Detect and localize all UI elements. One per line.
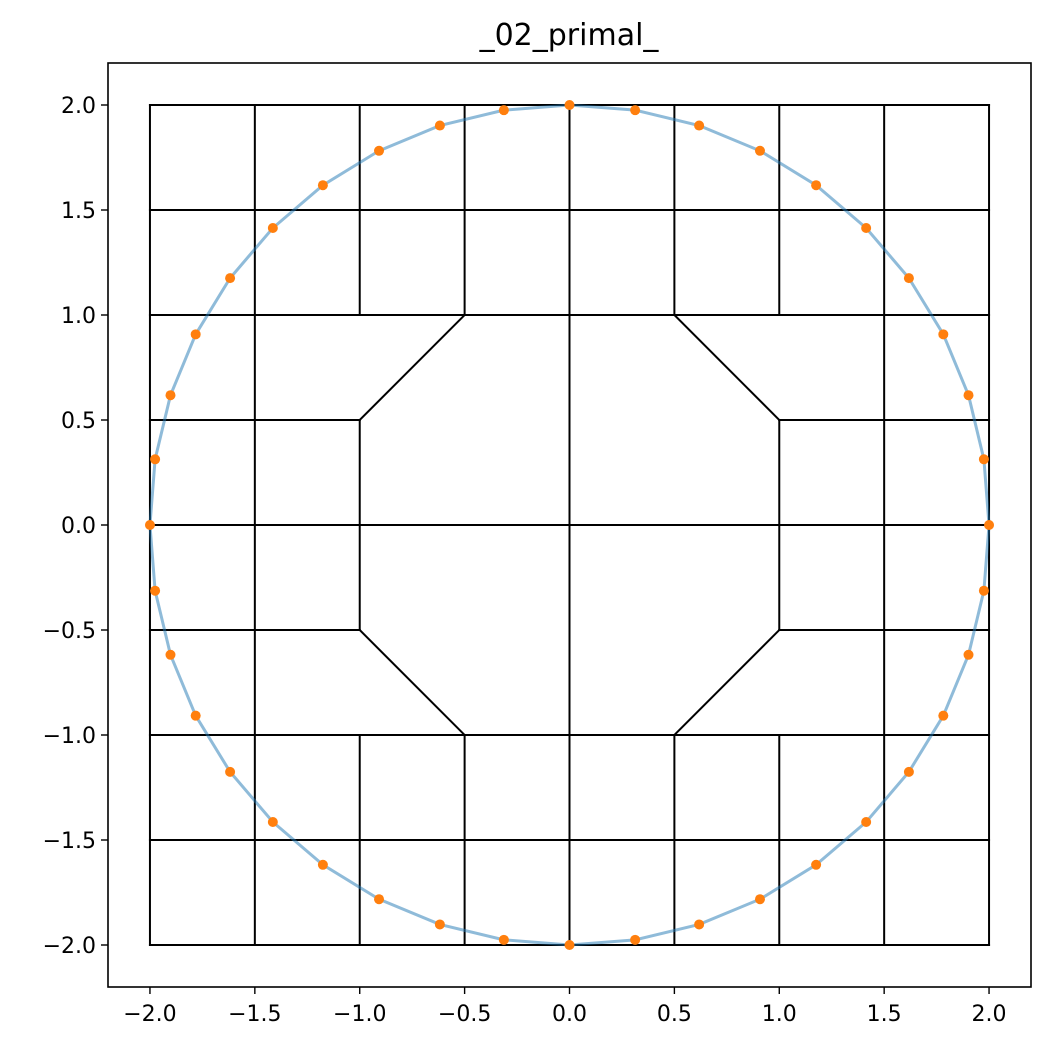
circle-node-point <box>498 105 509 116</box>
x-tick-label: −0.5 <box>438 1002 491 1027</box>
y-tick-label: 1.0 <box>61 304 96 329</box>
circle-node-point <box>754 145 765 156</box>
x-tick-label: 1.5 <box>867 1002 902 1027</box>
x-tick-label: 2.0 <box>972 1002 1007 1027</box>
y-tick-label: 2.0 <box>61 94 96 119</box>
circle-node-point <box>963 649 974 660</box>
circle-node-point <box>434 919 445 930</box>
circle-node-point <box>903 766 914 777</box>
circle-node-point <box>938 710 949 721</box>
circle-node-point <box>978 585 989 596</box>
circle-node-point <box>225 766 236 777</box>
y-tick-label: 1.5 <box>61 199 96 224</box>
circle-node-point <box>978 454 989 465</box>
chart-title: _02_primal_ <box>479 18 660 53</box>
y-axis: −2.0 −1.5 −1.0 −0.5 0.0 0.5 1.0 1.5 2.0 <box>43 94 108 959</box>
circle-node-point <box>165 649 176 660</box>
circle-node-point <box>190 329 201 340</box>
circle-node-point <box>938 329 949 340</box>
circle-node-point <box>144 520 155 530</box>
circle-node-point <box>267 816 278 827</box>
circle-node-point <box>317 859 328 870</box>
circle-node-point <box>165 390 176 401</box>
circle-node-point <box>694 919 705 930</box>
circle-node-point <box>374 145 385 156</box>
circle-node-point <box>861 816 872 827</box>
circle-node-point <box>630 105 641 116</box>
circle-node-point <box>694 120 705 131</box>
circle-node-point <box>630 934 641 945</box>
mesh-edge <box>672 313 781 422</box>
x-tick-label: 0.0 <box>552 1002 587 1027</box>
mesh-edge <box>358 628 467 737</box>
circle-nodes <box>144 100 995 950</box>
circle-node-point <box>317 180 328 191</box>
y-tick-label: 0.0 <box>61 514 96 539</box>
x-tick-label: −2.0 <box>123 1002 176 1027</box>
circle-node-point <box>564 940 575 950</box>
y-tick-label: 0.5 <box>61 409 96 434</box>
circle-node-point <box>754 894 765 905</box>
y-tick-label: −2.0 <box>43 934 96 959</box>
circle-node-point <box>150 585 161 596</box>
circle-node-point <box>225 273 236 284</box>
y-tick-label: −0.5 <box>43 619 96 644</box>
circle-node-point <box>984 520 995 530</box>
x-tick-label: −1.0 <box>333 1002 386 1027</box>
circle-node-point <box>811 859 822 870</box>
circle-node-point <box>267 223 278 234</box>
circle-node-point <box>434 120 445 131</box>
y-tick-label: −1.5 <box>43 829 96 854</box>
x-tick-label: −1.5 <box>228 1002 281 1027</box>
circle-node-point <box>903 273 914 284</box>
circle-node-point <box>861 223 872 234</box>
circle-node-point <box>498 934 509 945</box>
x-axis: −2.0 −1.5 −1.0 −0.5 0.0 0.5 1.0 1.5 2.0 <box>123 987 1007 1027</box>
y-tick-label: −1.0 <box>43 724 96 749</box>
circle-node-point <box>564 100 575 110</box>
circle-node-point <box>150 454 161 465</box>
x-tick-label: 0.5 <box>657 1002 692 1027</box>
circle-node-point <box>811 180 822 191</box>
mesh-edge <box>672 628 781 737</box>
circle-node-point <box>963 390 974 401</box>
circle-node-point <box>374 894 385 905</box>
circle-node-point <box>190 710 201 721</box>
x-tick-label: 1.0 <box>762 1002 797 1027</box>
mesh-edge <box>358 313 467 422</box>
